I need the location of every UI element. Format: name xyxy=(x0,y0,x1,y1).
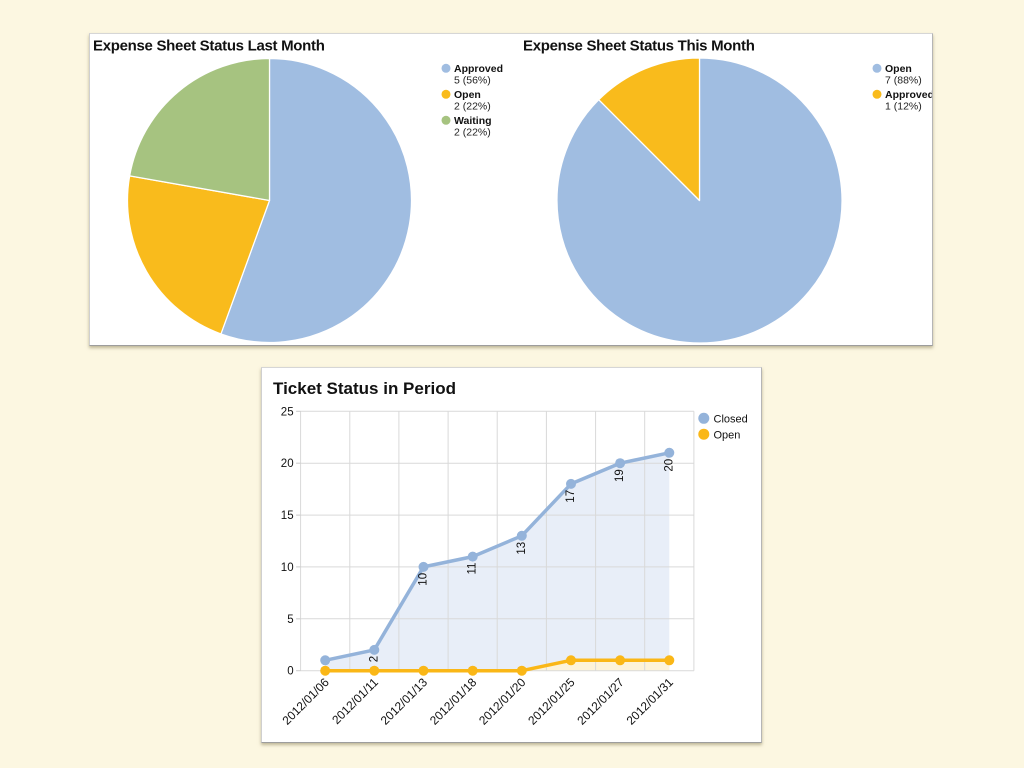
svg-text:Expense Sheet Status This Mont: Expense Sheet Status This Month xyxy=(523,38,755,55)
svg-text:Open: Open xyxy=(714,429,741,441)
svg-text:20: 20 xyxy=(663,459,675,472)
svg-text:2 (22%): 2 (22%) xyxy=(454,127,491,139)
svg-text:2012/01/11: 2012/01/11 xyxy=(329,675,381,727)
svg-text:Waiting: Waiting xyxy=(454,115,492,127)
svg-text:1 (12%): 1 (12%) xyxy=(885,101,922,113)
svg-text:15: 15 xyxy=(281,510,294,522)
svg-text:2012/01/27: 2012/01/27 xyxy=(574,675,627,728)
svg-text:2012/01/13: 2012/01/13 xyxy=(378,675,431,728)
svg-text:2012/01/25: 2012/01/25 xyxy=(525,675,578,728)
svg-text:10: 10 xyxy=(281,562,294,574)
svg-text:2012/01/20: 2012/01/20 xyxy=(476,675,529,728)
svg-text:Open: Open xyxy=(885,63,912,75)
svg-text:2012/01/06: 2012/01/06 xyxy=(279,675,332,728)
svg-text:Approved: Approved xyxy=(885,89,932,101)
svg-text:2012/01/31: 2012/01/31 xyxy=(624,675,677,728)
svg-text:13: 13 xyxy=(516,542,528,555)
svg-text:Closed: Closed xyxy=(714,413,748,425)
svg-text:17: 17 xyxy=(565,490,577,503)
svg-text:2: 2 xyxy=(368,656,380,662)
svg-text:10: 10 xyxy=(418,573,430,586)
svg-text:11: 11 xyxy=(467,563,479,575)
svg-text:5: 5 xyxy=(287,614,293,626)
svg-text:5 (56%): 5 (56%) xyxy=(454,75,491,87)
svg-text:2 (22%): 2 (22%) xyxy=(454,101,491,113)
svg-text:Ticket Status in Period: Ticket Status in Period xyxy=(273,379,456,398)
svg-text:25: 25 xyxy=(281,406,294,418)
svg-text:20: 20 xyxy=(281,458,294,470)
svg-text:7 (88%): 7 (88%) xyxy=(885,75,922,87)
svg-text:Expense Sheet Status Last Mont: Expense Sheet Status Last Month xyxy=(93,38,325,55)
svg-text:2012/01/18: 2012/01/18 xyxy=(427,675,480,728)
svg-text:0: 0 xyxy=(287,666,293,678)
svg-text:19: 19 xyxy=(614,469,626,482)
svg-text:Approved: Approved xyxy=(454,63,503,75)
svg-text:Open: Open xyxy=(454,89,481,101)
